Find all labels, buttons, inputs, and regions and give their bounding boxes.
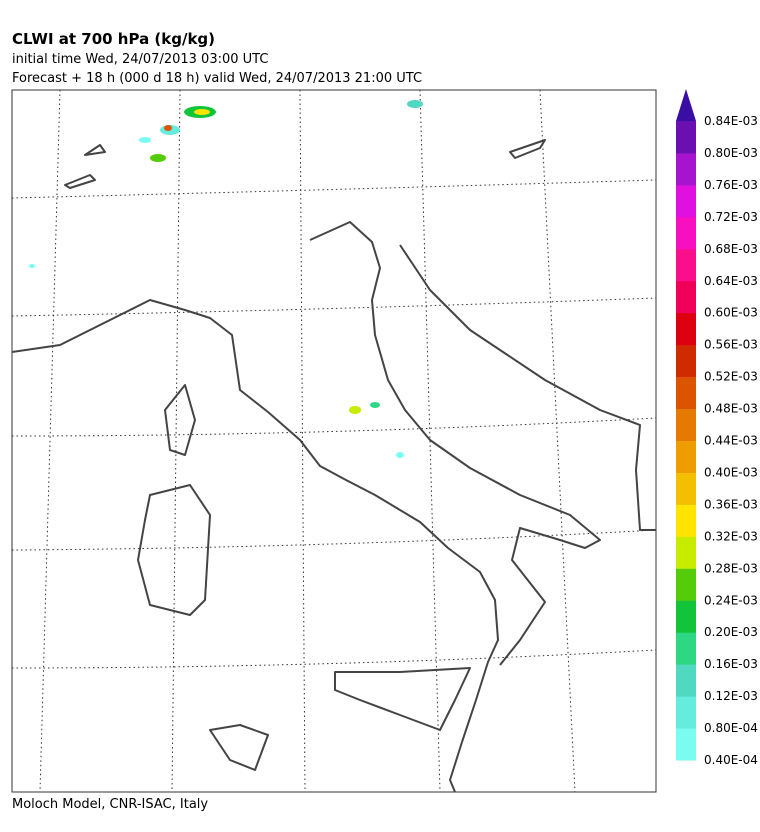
footer: Moloch Model, CNR-ISAC, Italy [12, 797, 208, 812]
color-swatch [676, 408, 696, 441]
color-swatch [676, 504, 696, 537]
color-swatch [676, 696, 696, 729]
colorbar-label: 0.64E-03 [704, 274, 758, 288]
colorbar-label: 0.12E-03 [704, 689, 758, 703]
colorbar-label: 0.80E-04 [704, 721, 758, 735]
colorbar-label: 0.36E-03 [704, 497, 758, 511]
colorbar-label: 0.24E-03 [704, 593, 758, 607]
map [11, 89, 657, 793]
color-swatch [676, 568, 696, 601]
color-swatch [676, 600, 696, 633]
colorbar-label: 0.16E-03 [704, 657, 758, 671]
colorbar-label: 0.52E-03 [704, 370, 758, 384]
colorbar-label: 0.20E-03 [704, 625, 758, 639]
color-swatch [676, 344, 696, 378]
color-swatch [676, 664, 696, 697]
colorbar-label: 0.28E-03 [704, 561, 758, 575]
color-swatch [676, 121, 696, 154]
colorbar-label: 0.68E-03 [704, 242, 758, 256]
precipitation [29, 100, 423, 458]
color-swatch [676, 376, 696, 410]
colorbar-label: 0.32E-03 [704, 529, 758, 543]
coastline [12, 139, 656, 792]
color-swatch [676, 152, 696, 186]
initial-time: initial time Wed, 24/07/2013 03:00 UTC [12, 52, 268, 67]
color-swatch [676, 184, 696, 218]
colorbar-label: 0.56E-03 [704, 338, 758, 352]
color-swatch [676, 632, 696, 665]
color-swatch [676, 312, 696, 346]
colorbar-label: 0.48E-03 [704, 402, 758, 416]
colorbar-label: 0.40E-04 [704, 753, 758, 767]
color-swatch [676, 216, 696, 250]
title: CLWI at 700 hPa (kg/kg) [12, 30, 215, 48]
color-swatch [676, 440, 696, 473]
colorbar-label: 0.40E-03 [704, 465, 758, 479]
color-swatch [676, 472, 696, 505]
color-swatch [676, 248, 696, 282]
colorbar: 0.40E-04 0.80E-04 0.12E-03 0.16E-03 0.20E-03… [676, 89, 758, 767]
colorbar-label: 0.72E-03 [704, 210, 758, 224]
color-swatch [676, 280, 696, 314]
color-swatch [676, 728, 696, 761]
colorbar-label: 0.84E-03 [704, 114, 758, 128]
color-swatch [676, 536, 696, 569]
colorbar-label: 0.80E-03 [704, 146, 758, 160]
color-swatch [676, 89, 696, 121]
colorbar-label: 0.44E-03 [704, 434, 758, 448]
colorbar-label: 0.60E-03 [704, 306, 758, 320]
colorbar-label: 0.76E-03 [704, 178, 758, 192]
forecast-time: Forecast + 18 h (000 d 18 h) valid Wed, … [12, 71, 422, 86]
